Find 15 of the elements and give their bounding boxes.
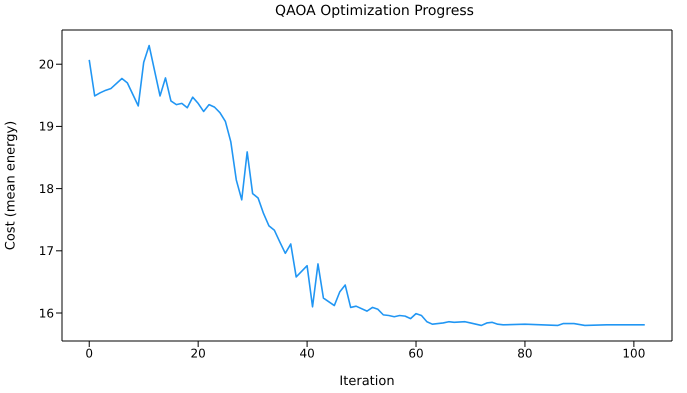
chart-title: QAOA Optimization Progress: [275, 3, 474, 19]
y-tick-label: 18: [38, 182, 54, 196]
y-tick-label: 19: [38, 120, 54, 134]
x-axis-title: Iteration: [339, 374, 395, 389]
x-tick-label: 80: [517, 346, 533, 361]
x-tick-label: 100: [622, 346, 646, 361]
x-tick-label: 40: [299, 346, 315, 361]
y-tick-label: 16: [38, 306, 54, 320]
y-axis-title: Cost (mean energy): [4, 120, 19, 250]
x-tick-label: 20: [190, 346, 206, 361]
x-tick-label: 0: [85, 346, 94, 361]
y-tick-label: 20: [38, 57, 54, 72]
x-tick-label: 60: [408, 346, 424, 361]
line-series: [88, 44, 646, 326]
y-tick-label: 17: [38, 244, 54, 258]
